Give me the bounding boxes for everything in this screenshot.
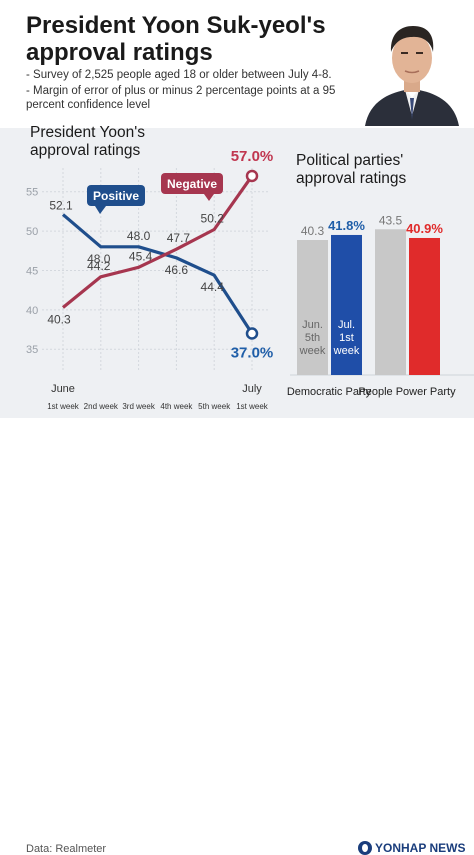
positive-badge-box [87,185,145,206]
negative-line [61,175,254,309]
margin-note: - Margin of error of plus or minus 2 per… [26,85,336,111]
yonhap-logo-icon [358,841,372,855]
bar-value-label: 40.3 [301,224,325,238]
bar-chart-title-line1: Political parties' [296,152,404,169]
bar-value-label: 43.5 [379,213,403,227]
month-label-june: June [51,383,75,395]
x-tick-label: 3rd week [122,402,155,411]
data-label: 45.4 [129,249,153,263]
bar-chart: 40.3Jun.5thweek41.8%Jul.1stweekDemocrati… [287,213,474,398]
bar [375,229,406,375]
negative-badge-pointer [204,194,214,201]
line-chart-title-line2: approval ratings [30,142,141,159]
x-tick-label: 1st week [236,402,269,411]
line-chart: 35 40 45 50 55 1st week 2nd week 3rd week 4th we… [26,148,274,411]
negative-end-point [245,169,259,183]
negative-badge-box [161,173,223,194]
data-label: 47.7 [167,231,191,245]
bar-value-label: 41.8% [328,218,365,233]
bar [331,234,362,375]
positive-badge-label: Positive [93,189,139,203]
x-tick-label: 1st week [47,402,80,411]
bar [409,237,440,375]
data-label: 50.2 [201,212,225,226]
data-label: 52.1 [49,199,73,213]
survey-notes: - Survey of 2,525 people aged 18 or olde… [26,68,356,114]
bar [297,239,328,375]
x-tick-label: 5th week [198,402,231,411]
footer: Data: Realmeter YONHAP NEWS [0,418,474,855]
bar-chart-title-line2: approval ratings [296,170,407,187]
bar-value-label: 40.9% [406,221,443,236]
positive-line [61,213,254,335]
header: President Yoon Suk-yeol's approval ratin… [0,0,474,128]
bar-series-label: 1st [339,332,354,344]
data-label: 48.0 [127,229,151,243]
line-chart-title-line1: President Yoon's [30,124,145,141]
bar-series-label: Jun. [302,319,323,331]
y-tick-label: 55 [26,187,38,199]
positive-end-point [245,327,259,340]
x-tick-label: 2nd week [84,402,119,411]
data-label: 46.6 [165,263,189,277]
bar-series-label: Jul. [338,319,355,331]
data-source: Data: Realmeter [26,843,107,855]
yonhap-logo-text: YONHAP NEWS [375,841,466,855]
president-photo [357,16,467,126]
page-title: President Yoon Suk-yeol's approval ratin… [26,12,326,66]
bar-chart-title: Political parties' approval ratings [296,152,406,188]
y-tick-label: 45 [26,265,38,277]
x-tick-label: 4th week [160,402,193,411]
data-label: 44.4 [201,280,225,294]
y-tick-label: 35 [26,344,38,356]
data-label: 37.0% [231,344,274,361]
data-label: 44.2 [87,259,111,273]
yonhap-logo: YONHAP NEWS [358,841,465,855]
month-label-july: July [242,383,262,395]
bar-category-label: People Power Party [358,386,456,398]
positive-badge: Positive [87,185,145,214]
negative-badge-label: Negative [167,177,217,191]
data-label: 48.0 [87,252,111,266]
bar-series-label: week [299,345,326,357]
y-tick-label: 40 [26,305,38,317]
survey-note: - Survey of 2,525 people aged 18 or olde… [26,69,332,81]
data-label: 40.3 [47,312,71,326]
line-chart-title: President Yoon's approval ratings [30,124,145,160]
data-label: 57.0% [231,148,274,165]
y-tick-label: 50 [26,226,38,238]
bar-category-label: Democratic Party [287,386,372,398]
positive-badge-pointer [95,206,106,214]
negative-badge: Negative [161,173,223,201]
bar-series-label: 5th [305,332,320,344]
bar-series-label: week [333,345,360,357]
